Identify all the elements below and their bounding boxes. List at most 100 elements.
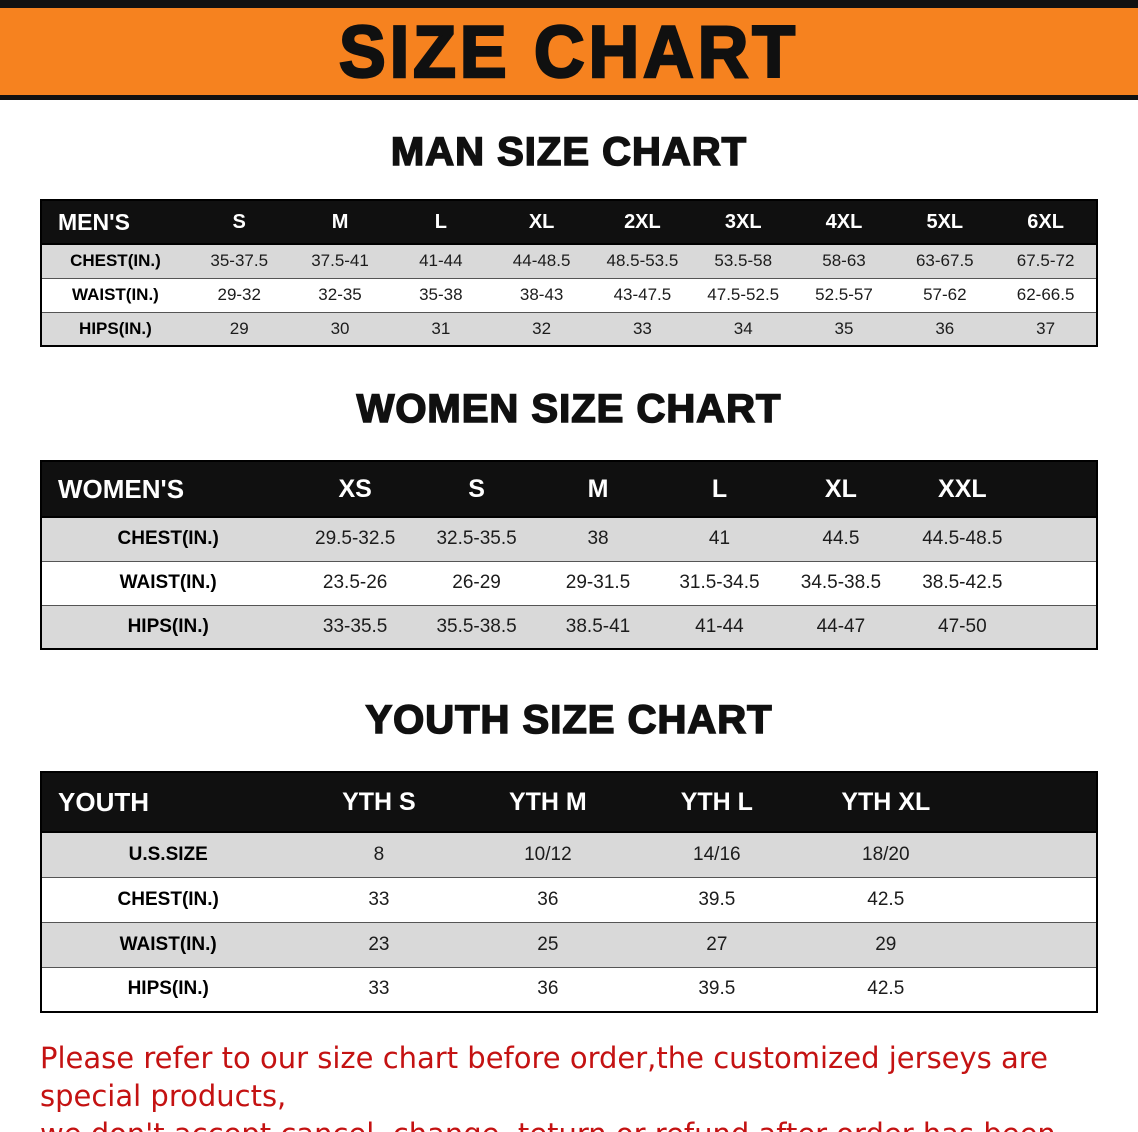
- size-value-cell: 36: [935, 318, 955, 338]
- size-value-cell: 33: [368, 978, 390, 1000]
- size-column-header: XXL: [901, 461, 1024, 517]
- measurement-row: WAIST(IN.) 23 25 27 29: [41, 922, 1097, 967]
- header-row: YOUTH YTH S YTH M YTH L YTH XL: [41, 772, 1097, 832]
- size-value-cell: 30: [330, 318, 350, 338]
- measurement-row: CHEST(IN.) 33 36 39.5 42.5: [41, 877, 1097, 922]
- row-spacer: [1023, 605, 1097, 649]
- table-header: MEN'S S M L XL 2XL 3XL 4XL 5XL 6XL: [41, 200, 1097, 244]
- row-spacer: [1096, 312, 1097, 346]
- youth-size-table: YOUTH YTH S YTH M YTH L YTH XL U.S.SIZE 8 10/12…: [40, 771, 1098, 1013]
- measurement-label: CHEST(IN.): [117, 888, 219, 910]
- youth-section-heading: YOUTH SIZE CHART: [365, 697, 773, 743]
- header-spacer: [1023, 461, 1097, 517]
- size-column-header: L: [390, 200, 492, 244]
- table-body: U.S.SIZE 8 10/12 14/16 18/20 CHEST(IN.) 33 36 39…: [41, 832, 1097, 1012]
- header-spacer: [1096, 200, 1097, 244]
- size-column-header: 6XL: [995, 200, 1096, 244]
- size-column-header: YTH M: [463, 772, 633, 832]
- row-spacer: [970, 922, 1097, 967]
- size-column-header: M: [289, 200, 391, 244]
- size-value-cell: 32-35: [318, 285, 362, 304]
- size-column-header: S: [415, 461, 538, 517]
- size-column-header: 5XL: [894, 200, 996, 244]
- size-column-header: S: [188, 200, 290, 244]
- size-value-cell: 38: [587, 528, 609, 550]
- measurement-label: HIPS(IN.): [127, 615, 209, 637]
- measurement-label: WAIST(IN.): [119, 572, 217, 593]
- size-column-header: 2XL: [592, 200, 693, 244]
- size-value-cell: 31: [431, 318, 451, 338]
- size-value-cell: 52.5-57: [815, 285, 873, 304]
- measurement-row: CHEST(IN.) 29.5-32.5 32.5-35.5 38 41 44.5 44.5…: [41, 517, 1097, 561]
- measurement-label: U.S.SIZE: [128, 843, 208, 865]
- footer-notice-line-2: we don't accept cancel, change, teturn o…: [40, 1115, 1098, 1132]
- size-value-cell: 48.5-53.5: [606, 251, 679, 271]
- size-value-cell: 32.5-35.5: [436, 528, 517, 550]
- size-value-cell: 10/12: [524, 843, 572, 865]
- size-chart-banner: SIZE CHART: [0, 0, 1138, 100]
- size-value-cell: 27: [706, 933, 728, 955]
- size-value-cell: 38-43: [519, 285, 564, 304]
- row-spacer: [970, 967, 1097, 1012]
- mens-size-table: MEN'S S M L XL 2XL 3XL 4XL 5XL 6XL CHEST(IN.) 35-37…: [40, 199, 1098, 347]
- size-value-cell: 39.5: [698, 888, 736, 910]
- header-row: MEN'S S M L XL 2XL 3XL 4XL 5XL 6XL: [41, 200, 1097, 244]
- measurement-row: HIPS(IN.) 29 30 31 32 33 34 35 36 37: [41, 312, 1097, 346]
- measurement-label: CHEST(IN.): [117, 528, 219, 550]
- size-value-cell: 41-44: [695, 615, 744, 637]
- size-value-cell: 35-38: [419, 285, 463, 304]
- size-value-cell: 29: [229, 318, 249, 338]
- size-value-cell: 35.5-38.5: [436, 615, 517, 637]
- size-value-cell: 29.5-32.5: [315, 528, 396, 550]
- size-value-cell: 8: [373, 843, 385, 865]
- measurement-row: HIPS(IN.) 33 36 39.5 42.5: [41, 967, 1097, 1012]
- size-value-cell: 63-67.5: [915, 251, 974, 271]
- size-value-cell: 33: [368, 888, 390, 910]
- measurement-row: U.S.SIZE 8 10/12 14/16 18/20: [41, 832, 1097, 877]
- size-value-cell: 62-66.5: [1016, 285, 1075, 304]
- size-value-cell: 67.5-72: [1016, 251, 1075, 271]
- table-title-cell: WOMEN'S: [41, 461, 295, 517]
- table-title-cell: YOUTH: [41, 772, 295, 832]
- size-value-cell: 29-31.5: [565, 572, 631, 593]
- women-section-heading: WOMEN SIZE CHART: [356, 386, 782, 432]
- row-spacer: [1096, 244, 1097, 278]
- size-value-cell: 26-29: [452, 572, 501, 593]
- size-value-cell: 29: [875, 933, 897, 955]
- size-value-cell: 35: [834, 318, 854, 338]
- banner-title: SIZE CHART: [338, 9, 799, 94]
- size-value-cell: 32: [532, 318, 552, 338]
- size-value-cell: 34.5-38.5: [800, 572, 882, 593]
- size-value-cell: 38.5-41: [565, 615, 631, 637]
- size-value-cell: 37: [1036, 318, 1056, 338]
- size-value-cell: 25: [537, 933, 559, 955]
- measurement-label: WAIST(IN.): [71, 285, 159, 304]
- measurement-row: HIPS(IN.) 33-35.5 35.5-38.5 38.5-41 41-44 44-…: [41, 605, 1097, 649]
- size-value-cell: 23: [368, 933, 390, 955]
- size-value-cell: 47-50: [938, 615, 987, 637]
- measurement-row: CHEST(IN.) 35-37.5 37.5-41 41-44 44-48.5 48.5…: [41, 244, 1097, 278]
- size-value-cell: 35-37.5: [210, 251, 269, 271]
- size-value-cell: 43-47.5: [613, 285, 672, 304]
- measurement-label: HIPS(IN.): [127, 978, 209, 1000]
- size-column-header: M: [537, 461, 659, 517]
- size-value-cell: 36: [537, 978, 559, 1000]
- footer-notice: Please refer to our size chart before or…: [0, 1039, 1138, 1132]
- table-header: WOMEN'S XS S M L XL XXL: [41, 461, 1097, 517]
- men-section-heading: MAN SIZE CHART: [390, 129, 748, 175]
- measurement-row: WAIST(IN.) 29-32 32-35 35-38 38-43 43-47.5 47.…: [41, 278, 1097, 312]
- size-value-cell: 42.5: [867, 978, 905, 1000]
- size-value-cell: 44-47: [816, 615, 866, 637]
- size-column-header: 4XL: [793, 200, 895, 244]
- size-value-cell: 23.5-26: [322, 572, 388, 593]
- size-value-cell: 47.5-52.5: [707, 285, 780, 304]
- size-value-cell: 41-44: [419, 251, 463, 271]
- table-title-cell: MEN'S: [41, 200, 189, 244]
- size-value-cell: 37.5-41: [311, 251, 369, 271]
- size-value-cell: 38.5-42.5: [922, 572, 1003, 593]
- womens-size-table: WOMEN'S XS S M L XL XXL CHEST(IN.) 29.5-32.5 32.5…: [40, 460, 1098, 650]
- header-spacer: [970, 772, 1097, 832]
- size-value-cell: 44.5-48.5: [922, 528, 1003, 550]
- size-value-cell: 42.5: [867, 888, 905, 910]
- measurement-label: CHEST(IN.): [70, 251, 161, 271]
